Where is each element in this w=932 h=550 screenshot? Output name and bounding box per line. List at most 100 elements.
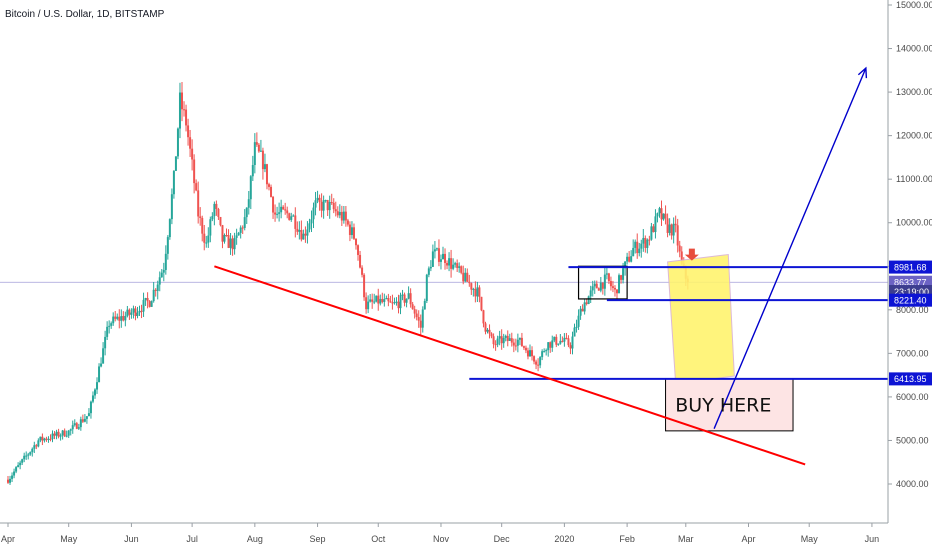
candle-body	[520, 337, 523, 347]
candle-body	[344, 211, 347, 221]
candle	[427, 266, 430, 278]
candle	[181, 81, 183, 122]
candle-body	[555, 336, 558, 345]
candle-body	[472, 288, 475, 290]
candle	[490, 332, 493, 339]
candle	[650, 222, 653, 241]
candle-body	[59, 435, 62, 437]
candle-body	[332, 202, 335, 210]
candle-body	[496, 338, 499, 345]
candle	[352, 223, 355, 240]
candle	[31, 447, 34, 457]
candle	[494, 340, 497, 351]
candle	[500, 329, 503, 350]
candle	[514, 338, 517, 351]
candle-body	[516, 339, 519, 346]
candle-body	[334, 209, 337, 212]
candle	[150, 300, 153, 307]
candle-body	[597, 288, 600, 291]
candle-body	[672, 223, 675, 236]
candle-body	[611, 286, 614, 288]
candle	[361, 265, 364, 278]
candle	[385, 295, 388, 300]
candle-body	[539, 357, 542, 366]
candle-body	[506, 335, 509, 341]
candle	[632, 239, 635, 257]
candle-body	[290, 216, 293, 220]
candle-body	[514, 345, 517, 347]
candle-body	[357, 245, 360, 255]
candle-body	[205, 242, 208, 244]
candle-body	[316, 197, 319, 201]
candle	[189, 129, 192, 157]
candle	[91, 391, 94, 404]
candle-body	[518, 337, 521, 340]
candle-body	[603, 274, 606, 289]
candle	[575, 319, 578, 333]
candle	[488, 324, 491, 339]
candle-body	[618, 275, 621, 294]
candle	[223, 233, 226, 244]
candle	[23, 452, 26, 463]
candle	[124, 311, 127, 327]
candle-body	[383, 299, 386, 302]
candle-body	[160, 272, 163, 278]
candle-body	[195, 183, 198, 191]
candle	[355, 238, 357, 250]
candle	[231, 235, 234, 256]
candle	[29, 451, 32, 456]
candle	[571, 331, 574, 355]
candle-body	[33, 445, 36, 449]
candle	[94, 388, 96, 399]
candle-body	[561, 340, 564, 342]
candle-body	[249, 176, 252, 200]
candle	[178, 82, 181, 139]
candle-body	[460, 266, 463, 273]
candle-body	[330, 202, 333, 204]
candle	[326, 199, 329, 217]
candle	[276, 206, 279, 219]
candle-body	[500, 336, 503, 344]
candle	[656, 212, 659, 223]
candle	[67, 429, 70, 438]
candle-body	[298, 230, 301, 232]
candle-body	[367, 301, 370, 310]
candle-body	[466, 272, 469, 282]
candle-body	[189, 137, 192, 149]
x-tick-label: Oct	[371, 534, 386, 544]
candle-body	[215, 203, 218, 210]
candle	[502, 333, 505, 348]
candle-body	[43, 438, 46, 441]
candle	[585, 298, 588, 306]
candle	[215, 200, 218, 216]
candle	[446, 260, 449, 270]
candle	[599, 276, 602, 293]
candle-body	[401, 294, 404, 296]
candle	[389, 295, 392, 303]
candle	[537, 358, 540, 372]
candle	[17, 462, 20, 468]
candle-body	[132, 308, 135, 313]
candle	[342, 206, 345, 224]
candle-body	[239, 227, 242, 233]
candle-body	[577, 315, 580, 327]
candle	[314, 191, 317, 216]
candle	[71, 420, 74, 434]
candle-body	[288, 213, 291, 220]
candle	[421, 306, 424, 333]
candle-body	[37, 440, 40, 447]
candle-body	[636, 241, 639, 254]
candle-body	[359, 254, 362, 268]
candle-body	[174, 156, 177, 171]
candle-body	[265, 164, 268, 185]
candle-body	[427, 268, 430, 275]
candle-body	[607, 273, 610, 282]
candle-body	[296, 228, 299, 232]
x-tick-label: 2020	[554, 534, 574, 544]
candle-body	[579, 308, 582, 316]
candle-body	[622, 268, 625, 280]
candle-body	[170, 194, 173, 220]
candle	[648, 235, 651, 246]
candle	[146, 292, 149, 309]
